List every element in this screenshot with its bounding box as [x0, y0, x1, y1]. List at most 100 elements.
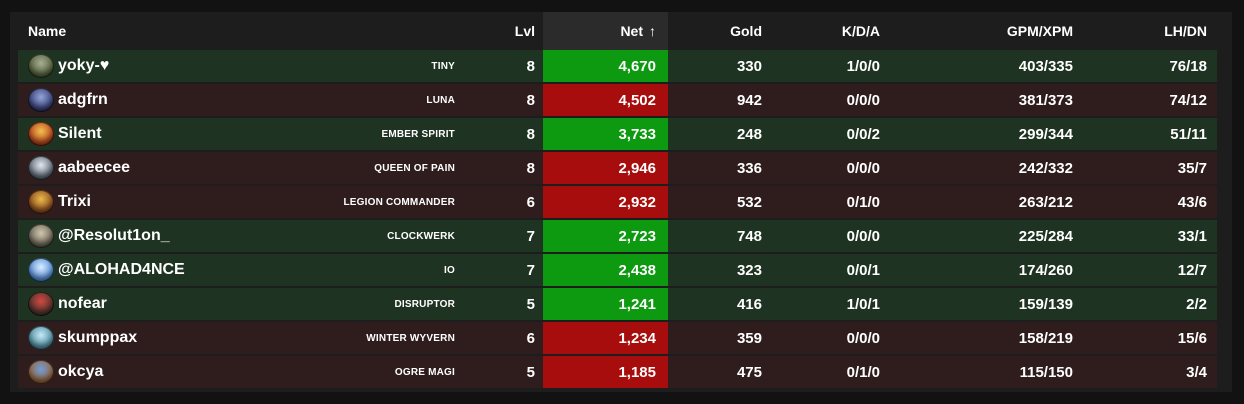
hero-name: LUNA [426, 94, 455, 106]
player-name: @ALOHAD4NCE [58, 261, 185, 278]
net-worth-value: 2,946 [543, 152, 668, 184]
player-name: @Resolut1on_ [58, 227, 170, 244]
net-worth-value: 2,723 [543, 220, 668, 252]
gpm-xpm-value: 174/260 [1018, 261, 1073, 279]
player-row[interactable]: Trixi LEGION COMMANDER 6 2,932 532 0/1/0… [18, 186, 1217, 218]
lh-dn-value: 43/6 [1177, 193, 1207, 211]
player-name: adgfrn [58, 91, 108, 108]
gpm-xpm-value: 225/284 [1018, 227, 1073, 245]
player-row[interactable]: yoky-♥ TINY 8 4,670 330 1/0/0 403/335 76… [18, 50, 1217, 82]
gold-value: 323 [736, 261, 762, 279]
player-row[interactable]: Silent EMBER SPIRIT 8 3,733 248 0/0/2 29… [18, 118, 1217, 150]
player-stats-table: Name Lvl Net ↑ Gold K/D/A GPM/XPM LH/DN … [10, 12, 1232, 388]
kda-value: 0/1/0 [846, 363, 880, 381]
net-worth-value: 2,932 [543, 186, 668, 218]
column-header-name[interactable]: Name [28, 23, 67, 39]
hero-icon-luna [28, 88, 54, 112]
column-header-gpm-xpm[interactable]: GPM/XPM [1006, 23, 1073, 39]
player-name: Silent [58, 125, 102, 142]
hero-name: WINTER WYVERN [366, 332, 455, 344]
lh-dn-value: 3/4 [1186, 363, 1207, 381]
gold-value: 248 [736, 125, 762, 143]
level-value: 5 [526, 363, 535, 381]
lh-dn-value: 15/6 [1177, 329, 1207, 347]
kda-value: 0/0/0 [846, 329, 880, 347]
hero-icon-disruptor [28, 292, 54, 316]
net-worth-value: 3,733 [543, 118, 668, 150]
lh-dn-value: 33/1 [1177, 227, 1207, 245]
player-row[interactable]: okcya OGRE MAGI 5 1,185 475 0/1/0 115/15… [18, 356, 1217, 388]
column-header-lh-dn[interactable]: LH/DN [1164, 23, 1207, 39]
hero-name: DISRUPTOR [394, 298, 455, 310]
kda-value: 0/1/0 [846, 193, 880, 211]
kda-value: 1/0/1 [846, 295, 880, 313]
kda-value: 1/0/0 [846, 57, 880, 75]
gold-value: 416 [736, 295, 762, 313]
player-row[interactable]: aabeecee QUEEN OF PAIN 8 2,946 336 0/0/0… [18, 152, 1217, 184]
column-header-lvl[interactable]: Lvl [514, 23, 535, 39]
hero-name: IO [444, 264, 455, 276]
hero-name: EMBER SPIRIT [381, 128, 455, 140]
player-row[interactable]: nofear DISRUPTOR 5 1,241 416 1/0/1 159/1… [18, 288, 1217, 320]
gpm-xpm-value: 403/335 [1018, 57, 1073, 75]
player-name: skumppax [58, 329, 138, 346]
lh-dn-value: 35/7 [1177, 159, 1207, 177]
hero-name: TINY [431, 60, 455, 72]
lh-dn-value: 76/18 [1169, 57, 1207, 75]
lh-dn-value: 2/2 [1186, 295, 1207, 313]
gpm-xpm-value: 381/373 [1018, 91, 1073, 109]
gold-value: 532 [736, 193, 762, 211]
level-value: 6 [526, 329, 535, 347]
gold-value: 336 [736, 159, 762, 177]
level-value: 7 [526, 261, 535, 279]
level-value: 7 [526, 227, 535, 245]
hero-name: LEGION COMMANDER [343, 196, 455, 208]
player-name: Trixi [58, 193, 91, 210]
lh-dn-value: 74/12 [1169, 91, 1207, 109]
net-worth-value: 1,234 [543, 322, 668, 354]
net-worth-value: 1,241 [543, 288, 668, 320]
table-body: yoky-♥ TINY 8 4,670 330 1/0/0 403/335 76… [18, 50, 1217, 388]
gpm-xpm-value: 263/212 [1018, 193, 1073, 211]
hero-icon-ember-spirit [28, 122, 54, 146]
hero-icon-ogre-magi [28, 360, 54, 384]
level-value: 6 [526, 193, 535, 211]
column-header-gold[interactable]: Gold [730, 23, 762, 39]
player-row[interactable]: adgfrn LUNA 8 4,502 942 0/0/0 381/373 74… [18, 84, 1217, 116]
gold-value: 942 [736, 91, 762, 109]
level-value: 5 [526, 295, 535, 313]
net-worth-value: 4,670 [543, 50, 668, 82]
sort-ascending-arrow-icon: ↑ [649, 23, 656, 39]
net-worth-value: 2,438 [543, 254, 668, 286]
lh-dn-value: 12/7 [1177, 261, 1207, 279]
level-value: 8 [526, 57, 535, 75]
hero-icon-winter-wyvern [28, 326, 54, 350]
level-value: 8 [526, 159, 535, 177]
hero-name: QUEEN OF PAIN [374, 162, 455, 174]
player-name: nofear [58, 295, 107, 312]
player-row[interactable]: @ALOHAD4NCE IO 7 2,438 323 0/0/1 174/260… [18, 254, 1217, 286]
level-value: 8 [526, 125, 535, 143]
kda-value: 0/0/2 [846, 125, 880, 143]
hero-name: CLOCKWERK [387, 230, 455, 242]
kda-value: 0/0/1 [846, 261, 880, 279]
hero-name: OGRE MAGI [394, 366, 455, 378]
gpm-xpm-value: 158/219 [1018, 329, 1073, 347]
column-header-net[interactable]: Net ↑ [543, 12, 668, 50]
gold-value: 475 [736, 363, 762, 381]
gold-value: 748 [736, 227, 762, 245]
column-header-kda[interactable]: K/D/A [841, 23, 880, 39]
hero-icon-clockwerk [28, 224, 54, 248]
gpm-xpm-value: 299/344 [1018, 125, 1073, 143]
scoreboard-panel: Name Lvl Net ↑ Gold K/D/A GPM/XPM LH/DN … [10, 12, 1232, 392]
net-worth-value: 1,185 [543, 356, 668, 388]
gold-value: 359 [736, 329, 762, 347]
hero-icon-io [28, 258, 54, 282]
hero-icon-tiny [28, 54, 54, 78]
gpm-xpm-value: 115/150 [1019, 363, 1073, 381]
level-value: 8 [526, 91, 535, 109]
player-row[interactable]: skumppax WINTER WYVERN 6 1,234 359 0/0/0… [18, 322, 1217, 354]
player-row[interactable]: @Resolut1on_ CLOCKWERK 7 2,723 748 0/0/0… [18, 220, 1217, 252]
lh-dn-value: 51/11 [1170, 125, 1207, 143]
gold-value: 330 [736, 57, 762, 75]
